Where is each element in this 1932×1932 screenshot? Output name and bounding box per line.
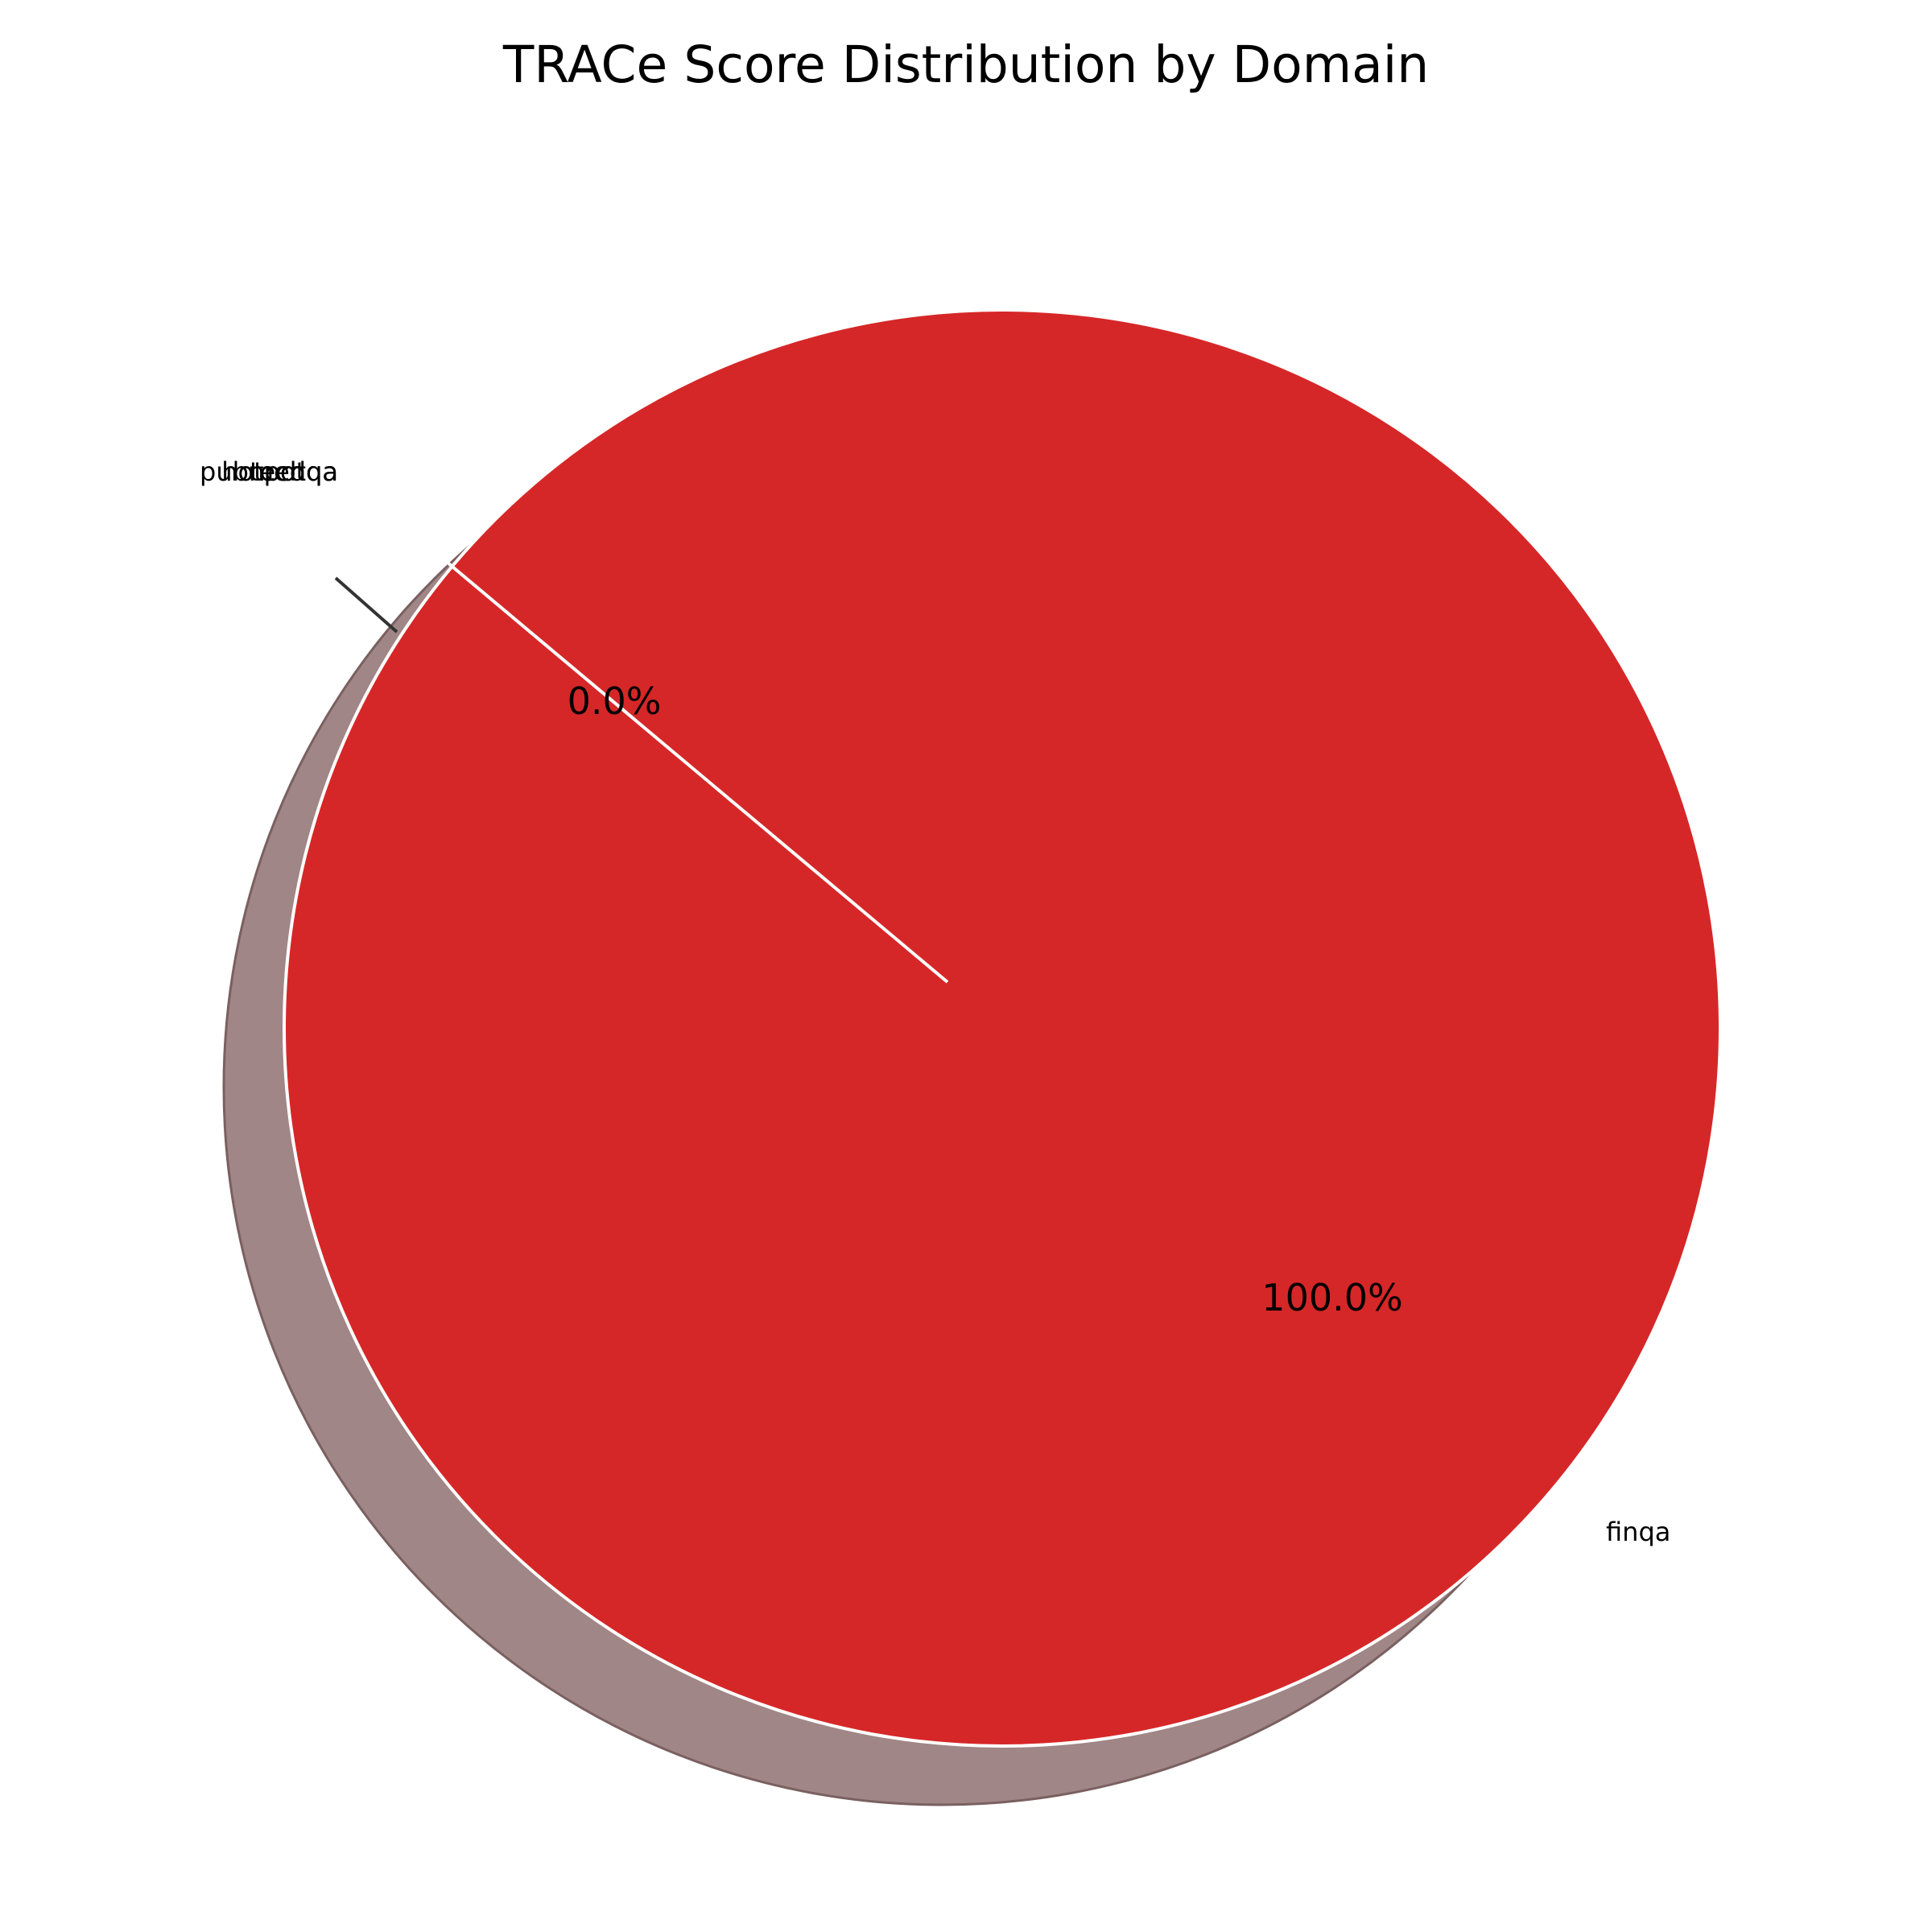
pie-slices	[283, 308, 1722, 1748]
chart-title: TRACe Score Distribution by Domain	[502, 35, 1429, 94]
slice-label-pubmedqa: pubmedqa	[200, 456, 338, 487]
slice-finqa-edge	[396, 519, 949, 984]
pct-label-small: 0.0%	[568, 679, 662, 723]
zero-slice-edge	[334, 576, 398, 634]
slice-label-finqa: finqa	[1606, 1517, 1670, 1547]
pct-label-finqa: 100.0%	[1261, 1276, 1402, 1319]
slice-label-techqa: techqa	[250, 456, 338, 487]
slice-finqa	[283, 308, 1722, 1748]
slice-label-hotpotqa: hotpotqa	[221, 456, 338, 487]
